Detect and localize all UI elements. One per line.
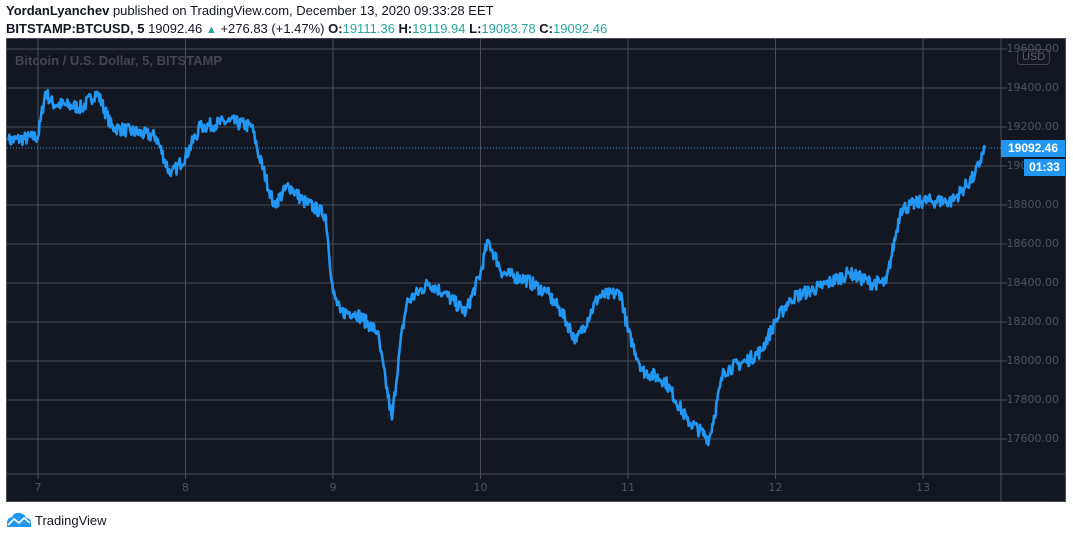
author-name[interactable]: YordanLyanchev (6, 3, 110, 18)
time-tick-label: 9 (329, 481, 337, 494)
high-label: H: (398, 21, 413, 36)
price-tick-label: 17600.00 (1006, 432, 1060, 445)
time-tick-label: 10 (473, 481, 488, 494)
change-value: +276.83 (+1.47%) (220, 21, 325, 36)
last-value: 19092.46 (148, 21, 203, 36)
tradingview-cloud-icon (7, 512, 31, 527)
open-value: 19111.36 (342, 21, 395, 36)
low-label: L: (469, 21, 482, 36)
price-tick-label: 18000.00 (1006, 354, 1060, 367)
high-value: 19119.94 (412, 21, 466, 36)
open-label: O: (328, 21, 343, 36)
series-legend: Bitcoin / U.S. Dollar, 5, BITSTAMP (15, 53, 223, 68)
close-value: 19092.46 (552, 21, 608, 36)
price-tick-label: 18400.00 (1006, 276, 1060, 289)
close-label: C: (539, 21, 553, 36)
price-tick-label: 18200.00 (1006, 315, 1060, 328)
time-tick-label: 12 (768, 481, 783, 494)
price-tick-label: 18600.00 (1006, 237, 1060, 250)
triangle-up-icon: ▲ (205, 24, 217, 36)
chart-panel[interactable]: Bitcoin / U.S. Dollar, 5, BITSTAMP USD 1… (6, 38, 1066, 502)
ohlc-header: BITSTAMP:BTCUSD, 5 19092.46 ▲ +276.83 (+… (6, 21, 607, 36)
bar-countdown: 01:33 (1024, 158, 1065, 176)
price-plot[interactable] (7, 39, 1065, 501)
last-price-label: 19092.46 (1001, 139, 1065, 157)
published-text: published on TradingView.com, December 1… (112, 3, 494, 18)
time-tick-label: 7 (34, 481, 42, 494)
tradingview-footer[interactable]: TradingView (6, 512, 107, 528)
price-tick-label: 19400.00 (1006, 81, 1060, 94)
time-tick-label: 13 (916, 481, 930, 494)
publish-info: YordanLyanchev published on TradingView.… (6, 3, 494, 18)
time-tick-label: 8 (182, 481, 189, 494)
brand-name: TradingView (35, 512, 107, 528)
price-tick-label: 19600.00 (1006, 42, 1060, 55)
low-value: 19083.78 (481, 21, 536, 36)
price-tick-label: 18800.00 (1006, 198, 1060, 211)
price-tick-label: 17800.00 (1006, 393, 1060, 406)
symbol-label: BITSTAMP:BTCUSD, 5 (6, 21, 145, 36)
price-tick-label: 19200.00 (1006, 120, 1060, 133)
price-line (7, 88, 987, 447)
currency-badge[interactable]: USD (1017, 49, 1051, 65)
time-tick-label: 11 (621, 481, 635, 494)
